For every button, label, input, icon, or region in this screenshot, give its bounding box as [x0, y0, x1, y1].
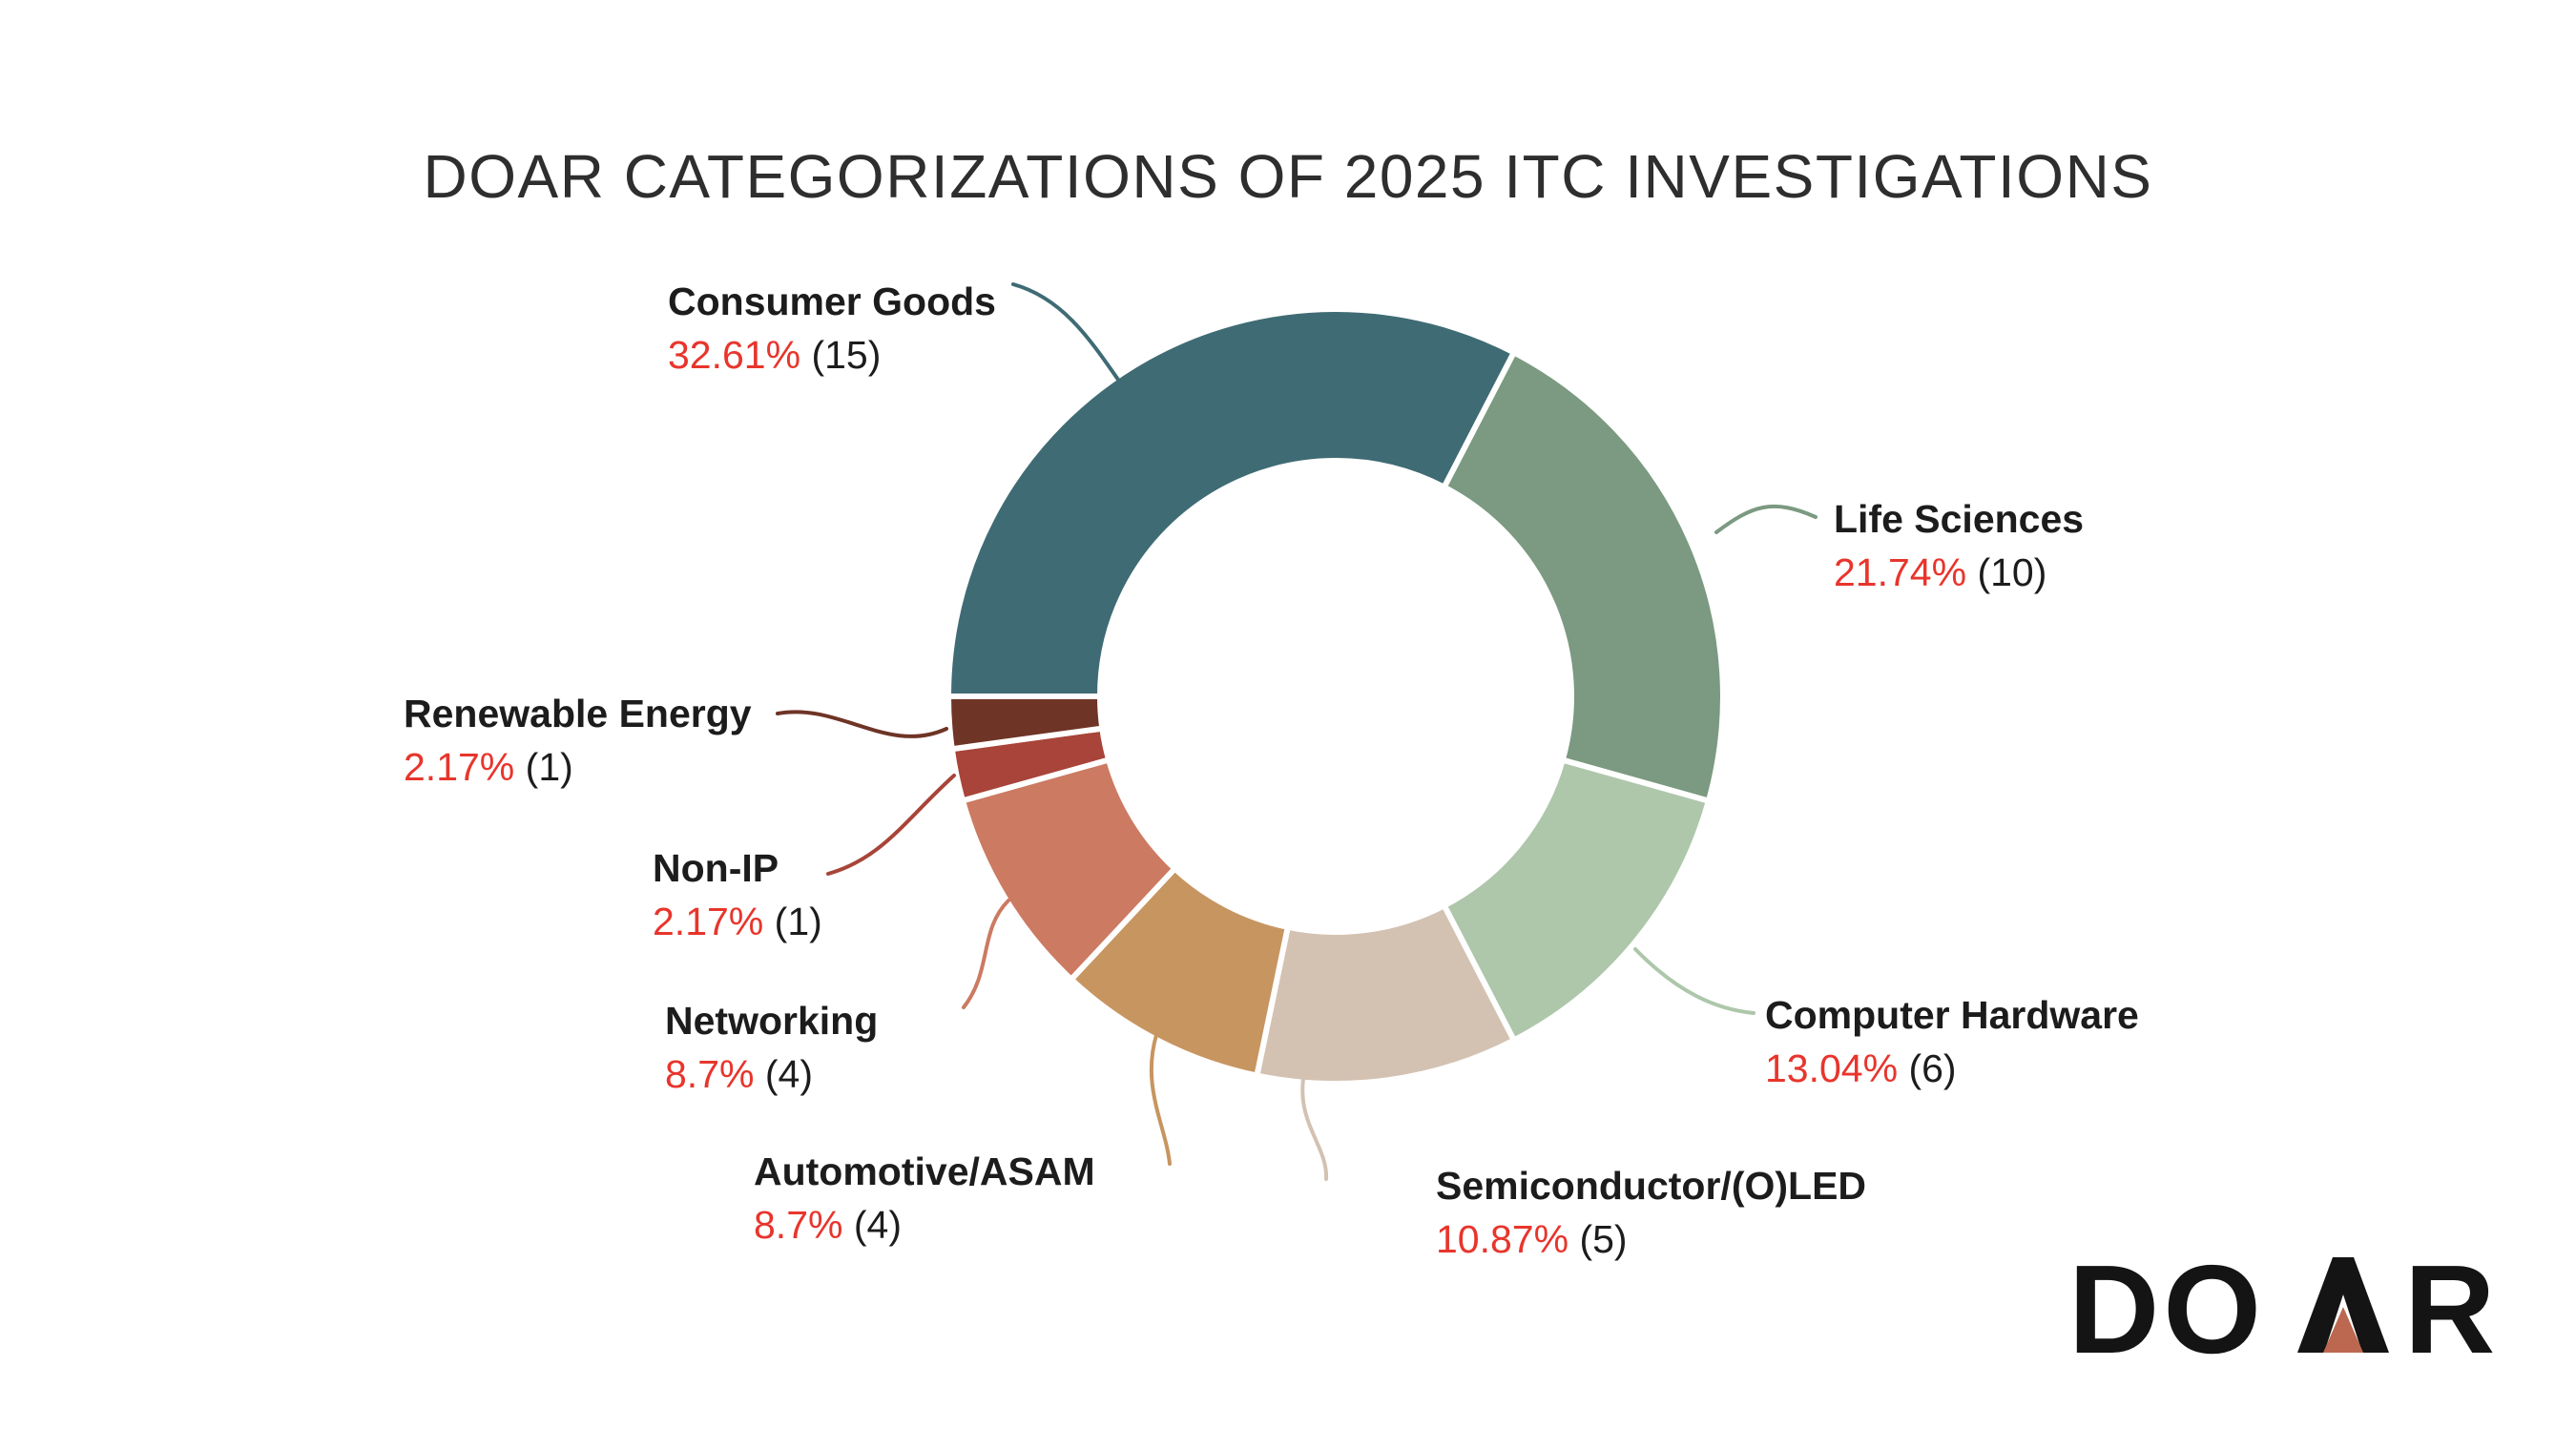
category-value: 2.17% (1)	[653, 895, 822, 948]
category-value: 32.61% (15)	[668, 328, 996, 382]
label-life-sciences: Life Sciences 21.74% (10)	[1834, 492, 2084, 599]
category-value: 8.7% (4)	[754, 1198, 1095, 1252]
leader-line-non-ip	[826, 774, 956, 876]
category-name: Semiconductor/(O)LED	[1436, 1164, 1867, 1208]
percent-value: 32.61%	[668, 333, 801, 377]
category-name: Networking	[665, 999, 879, 1043]
percent-value: 13.04%	[1765, 1046, 1899, 1090]
category-name: Automotive/ASAM	[754, 1149, 1095, 1193]
count-value: (4)	[853, 1203, 902, 1247]
percent-value: 8.7%	[665, 1052, 755, 1096]
chart-title: DOAR CATEGORIZATIONS OF 2025 ITC INVESTI…	[423, 142, 2153, 211]
category-name: Consumer Goods	[668, 279, 996, 323]
category-name: Renewable Energy	[404, 692, 752, 735]
label-consumer-goods: Consumer Goods 32.61% (15)	[668, 275, 996, 382]
percent-value: 2.17%	[404, 745, 515, 789]
donut-slice-0	[945, 306, 1517, 699]
category-name: Life Sciences	[1834, 497, 2085, 541]
leader-line-networking	[962, 899, 1010, 1009]
count-value: (5)	[1579, 1217, 1628, 1261]
leader-lines	[776, 282, 1818, 1181]
leader-line-computer-hardware	[1633, 947, 1755, 1015]
category-value: 10.87% (5)	[1436, 1212, 1866, 1266]
count-value: (6)	[1908, 1046, 1957, 1090]
leader-line-consumer-goods	[1011, 282, 1120, 382]
count-value: (4)	[764, 1052, 813, 1096]
leader-line-renewable-energy	[776, 710, 948, 738]
donut-slices	[945, 306, 1726, 1087]
category-value: 2.17% (1)	[404, 740, 752, 794]
category-value: 8.7% (4)	[665, 1047, 878, 1101]
leader-line-life-sciences	[1714, 504, 1818, 534]
count-value: (1)	[774, 900, 822, 943]
label-non-ip: Non-IP 2.17% (1)	[653, 841, 822, 948]
label-semiconductor-oled: Semiconductor/(O)LED 10.87% (5)	[1436, 1159, 1866, 1266]
count-value: (15)	[811, 333, 882, 377]
category-value: 21.74% (10)	[1834, 546, 2084, 599]
leader-line-semiconductor-oled	[1300, 1066, 1329, 1181]
count-value: (1)	[525, 745, 573, 789]
doar-logo: DO R	[2068, 1257, 2495, 1362]
label-computer-hardware: Computer Hardware 13.04% (6)	[1765, 988, 2139, 1095]
category-value: 13.04% (6)	[1765, 1042, 2139, 1095]
label-automotive-asam: Automotive/ASAM 8.7% (4)	[754, 1145, 1095, 1252]
logo-caret-a-icon	[2297, 1257, 2389, 1353]
logo-text-do: DO	[2068, 1257, 2265, 1362]
count-value: (10)	[1977, 550, 2047, 594]
donut-slice-1	[1441, 349, 1726, 804]
category-name: Computer Hardware	[1765, 993, 2139, 1037]
percent-value: 2.17%	[653, 900, 764, 943]
percent-value: 10.87%	[1436, 1217, 1569, 1261]
donut-slice-7	[945, 693, 1106, 753]
percent-value: 21.74%	[1834, 550, 1967, 594]
label-networking: Networking 8.7% (4)	[665, 994, 878, 1101]
logo-triangle-icon	[2323, 1307, 2363, 1353]
percent-value: 8.7%	[754, 1203, 843, 1247]
category-name: Non-IP	[653, 846, 779, 890]
leader-line-automotive-asam	[1149, 1033, 1172, 1166]
logo-text-r: R	[2404, 1257, 2495, 1362]
label-renewable-energy: Renewable Energy 2.17% (1)	[404, 687, 752, 794]
